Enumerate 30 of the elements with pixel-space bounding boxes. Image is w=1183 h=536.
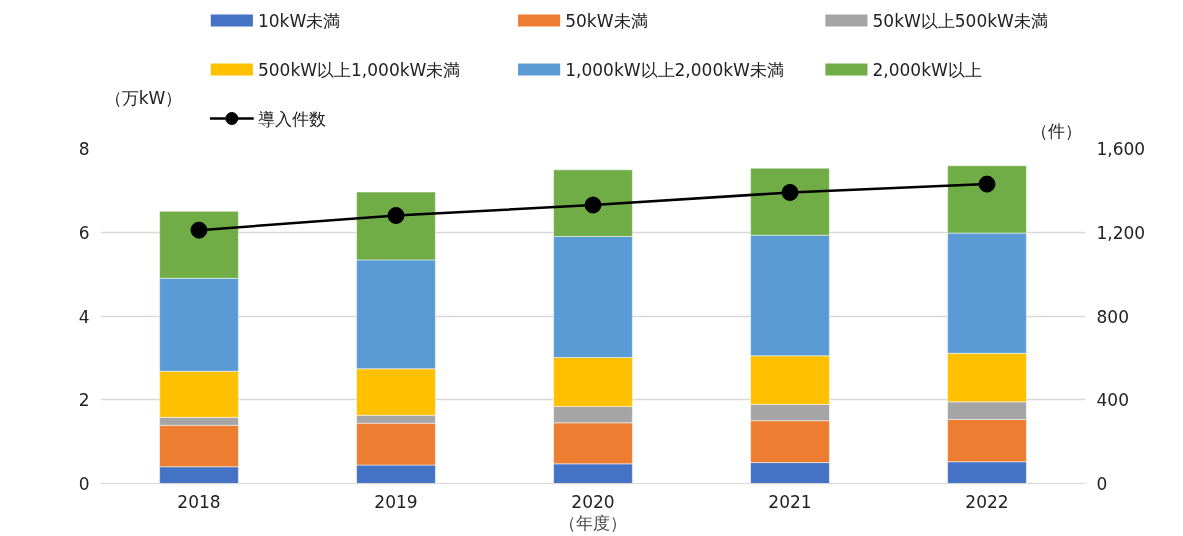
x-axis-title: （年度）: [559, 512, 627, 533]
y-tick-label: 4: [78, 306, 90, 327]
x-tick-label: 2020: [571, 491, 615, 512]
y2-axis-title: （件）: [1030, 120, 1082, 141]
y-tick-label: 8: [78, 139, 90, 159]
legend-label: 2,000kW以上: [872, 59, 982, 80]
y2-tick-label: 1,600: [1096, 139, 1146, 159]
y-tick-label: 0: [78, 474, 90, 494]
y2-tick-label: 0: [1096, 474, 1108, 494]
legend-label: 10kW未満: [257, 10, 341, 31]
y2-tick-label: 400: [1096, 390, 1129, 411]
y-tick-label: 2: [78, 390, 90, 411]
y-axis-title: （万kW）: [104, 87, 183, 108]
x-tick-label: 2022: [965, 491, 1009, 512]
y2-tick-label: 800: [1096, 306, 1129, 327]
x-tick-label: 2021: [768, 491, 812, 512]
x-tick-label: 2019: [374, 491, 418, 512]
x-tick-label: 2018: [177, 491, 221, 512]
point: [387, 207, 405, 224]
point: [781, 183, 799, 201]
y-tick-label: 6: [78, 222, 90, 243]
y2-tick-label: 1,200: [1096, 222, 1146, 243]
legend-label: 50kW未満: [565, 10, 648, 31]
point: [978, 175, 996, 193]
legend-label: 導入件数: [257, 108, 326, 129]
legend-label: 1,000kW以上2,000kW未満: [565, 59, 784, 80]
legend-label: 50kW以上500kW未満: [872, 10, 1048, 31]
legend-label: 500kW以上1,000kW未満: [257, 59, 461, 80]
point: [190, 221, 208, 239]
point: [584, 196, 602, 214]
